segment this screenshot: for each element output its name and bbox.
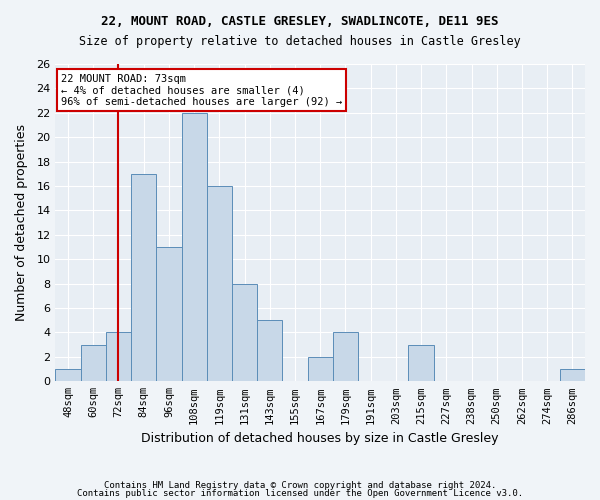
Bar <box>257 320 283 382</box>
Text: Size of property relative to detached houses in Castle Gresley: Size of property relative to detached ho… <box>79 35 521 48</box>
Text: 22 MOUNT ROAD: 73sqm
← 4% of detached houses are smaller (4)
96% of semi-detache: 22 MOUNT ROAD: 73sqm ← 4% of detached ho… <box>61 74 342 106</box>
Bar <box>333 332 358 382</box>
Bar <box>207 186 232 382</box>
Text: 22, MOUNT ROAD, CASTLE GRESLEY, SWADLINCOTE, DE11 9ES: 22, MOUNT ROAD, CASTLE GRESLEY, SWADLINC… <box>101 15 499 28</box>
Bar <box>80 344 106 382</box>
Bar <box>409 344 434 382</box>
Bar <box>182 113 207 382</box>
Bar <box>55 369 80 382</box>
Text: Contains public sector information licensed under the Open Government Licence v3: Contains public sector information licen… <box>77 488 523 498</box>
Bar <box>308 357 333 382</box>
Text: Contains HM Land Registry data © Crown copyright and database right 2024.: Contains HM Land Registry data © Crown c… <box>104 481 496 490</box>
Y-axis label: Number of detached properties: Number of detached properties <box>15 124 28 321</box>
Bar <box>157 247 182 382</box>
Bar <box>131 174 157 382</box>
X-axis label: Distribution of detached houses by size in Castle Gresley: Distribution of detached houses by size … <box>142 432 499 445</box>
Bar <box>232 284 257 382</box>
Bar <box>560 369 585 382</box>
Bar <box>106 332 131 382</box>
